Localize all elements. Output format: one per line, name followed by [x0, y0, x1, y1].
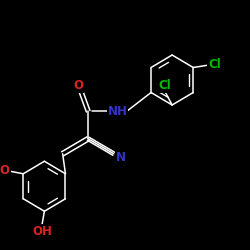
Text: Cl: Cl [208, 58, 221, 71]
Text: OH: OH [32, 225, 52, 238]
Text: NH: NH [108, 105, 127, 118]
Text: Cl: Cl [158, 79, 171, 92]
Text: O: O [0, 164, 10, 176]
Text: O: O [73, 79, 83, 92]
Text: N: N [116, 151, 126, 164]
